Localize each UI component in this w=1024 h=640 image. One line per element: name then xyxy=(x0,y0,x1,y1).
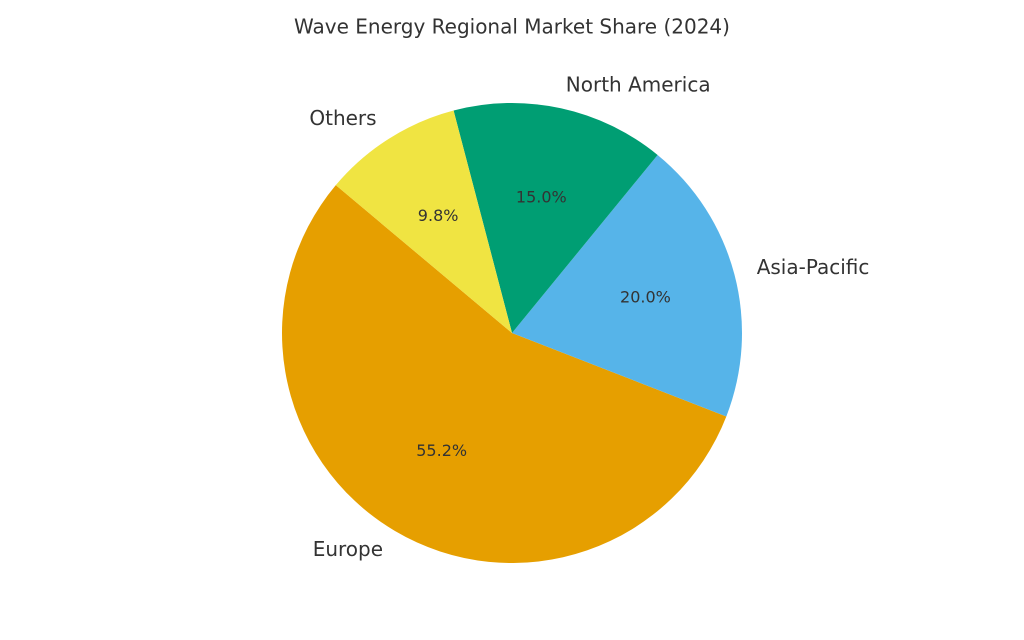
pie-slice xyxy=(512,154,742,417)
value-label: 15.0% xyxy=(516,188,567,207)
slice-label: Europe xyxy=(313,537,383,561)
value-label: 55.2% xyxy=(416,441,467,460)
chart-title: Wave Energy Regional Market Share (2024) xyxy=(294,15,730,39)
pie-slice xyxy=(281,185,727,564)
slice-label: North America xyxy=(566,72,711,96)
value-label: 9.8% xyxy=(418,206,459,225)
pie-slice xyxy=(453,102,658,333)
slice-label: Others xyxy=(309,106,376,130)
pie-slice xyxy=(335,110,512,334)
slice-label: Asia-Pacific xyxy=(757,255,870,279)
value-label: 20.0% xyxy=(620,287,671,306)
